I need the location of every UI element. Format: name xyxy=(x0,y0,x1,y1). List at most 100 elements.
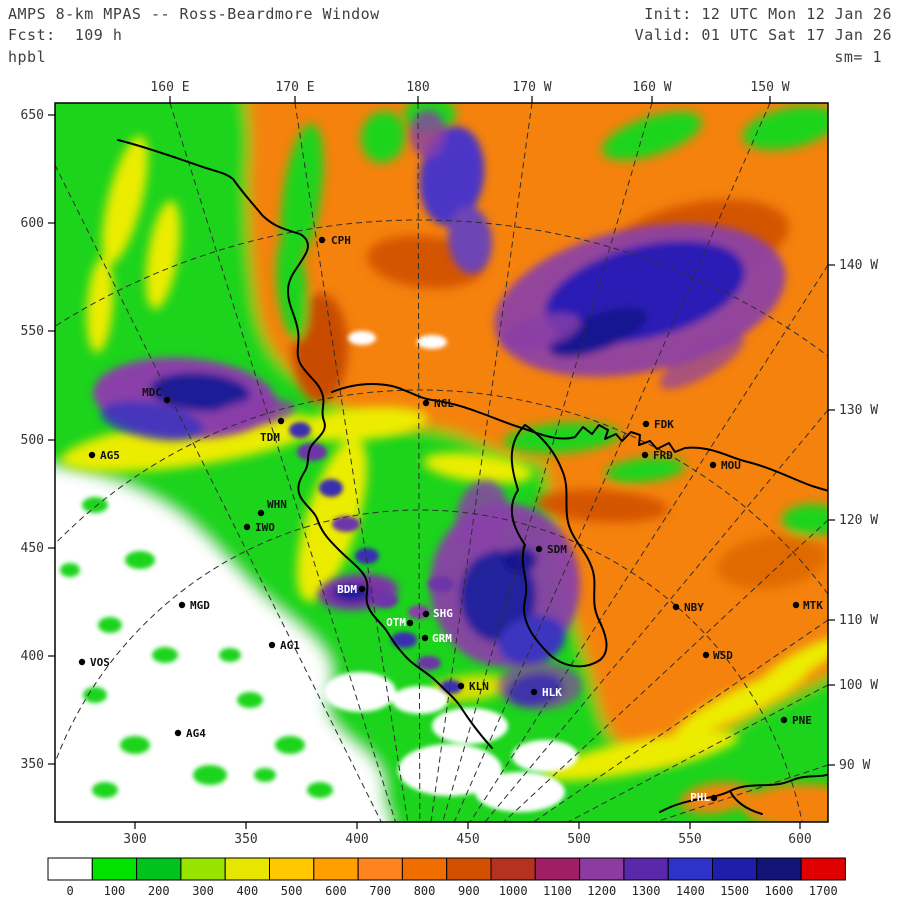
station-ag1: AG1 xyxy=(268,639,300,652)
colorbar-value-label: 800 xyxy=(414,884,436,898)
colorbar-cell xyxy=(579,857,625,881)
station-mdc: MDC xyxy=(142,386,171,404)
colorbar-value-label: 1100 xyxy=(543,884,572,898)
station-pne: PNE xyxy=(780,714,812,727)
station-mgd: MGD xyxy=(178,599,210,612)
colorbar-value-label: 400 xyxy=(237,884,259,898)
station-dot xyxy=(422,399,430,407)
station-bdm: BDM xyxy=(337,583,366,596)
plot-title: AMPS 8-km MPAS -- Ross-Beardmore Window xyxy=(8,5,380,23)
colorbar-value-label: 0 xyxy=(67,884,74,898)
gridpoint-label: 450 xyxy=(21,541,44,556)
longitude-label: 160 E xyxy=(150,80,189,95)
coastline-layer xyxy=(117,139,828,815)
colorbar-value-label: 1400 xyxy=(676,884,705,898)
longitude-label: 100 W xyxy=(839,678,878,693)
gridpoint-label: 600 xyxy=(21,216,44,231)
station-label: MTK xyxy=(803,599,823,612)
station-dot xyxy=(642,420,650,428)
station-label: MGD xyxy=(190,599,210,612)
station-grm: GRM xyxy=(421,632,452,645)
station-dot xyxy=(257,509,265,517)
coastline-shelf-front xyxy=(331,383,523,429)
colorbar-cell xyxy=(534,857,581,881)
station-iwo: IWO xyxy=(243,521,275,534)
longitude-label: 90 W xyxy=(839,758,870,773)
colorbar-cell xyxy=(490,857,536,881)
coastline-victoria-land xyxy=(117,139,493,749)
colorbar-cell xyxy=(712,857,758,881)
station-dot xyxy=(535,545,543,553)
station-ngl: NGL xyxy=(422,397,454,410)
colorbar-value-label: 1500 xyxy=(720,884,749,898)
station-tdm: TDM xyxy=(260,417,285,444)
station-dot xyxy=(78,658,86,666)
station-dot xyxy=(174,729,182,737)
station-label: WHN xyxy=(267,498,287,511)
station-label: VOS xyxy=(90,656,110,669)
station-kln: KLN xyxy=(457,680,489,693)
station-shg: SHG xyxy=(422,607,453,620)
gridpoint-label: 400 xyxy=(345,832,368,847)
colorbar-cell xyxy=(446,857,492,881)
station-label: NGL xyxy=(434,397,454,410)
station-dot xyxy=(178,601,186,609)
station-label: BDM xyxy=(337,583,357,596)
station-cph: CPH xyxy=(318,234,351,247)
valid-time-label: Valid: 01 UTC Sat 17 Jan 26 xyxy=(634,26,892,44)
station-dot xyxy=(318,236,326,244)
station-label: PHL xyxy=(690,791,710,804)
station-label: AG1 xyxy=(280,639,300,652)
station-frd: FRD xyxy=(641,449,673,462)
colorbar-value-label: 700 xyxy=(369,884,391,898)
gridpoint-label: 650 xyxy=(21,108,44,123)
colorbar-cell xyxy=(269,857,315,881)
station-label: GRM xyxy=(432,632,452,645)
station-vos: VOS xyxy=(78,656,110,669)
colorbar-cell xyxy=(91,857,138,881)
coastline-inlet-loop xyxy=(510,424,608,668)
gridpoint-label: 450 xyxy=(456,832,479,847)
station-dot xyxy=(672,603,680,611)
station-label: OTM xyxy=(386,616,406,629)
station-label: HLK xyxy=(542,686,562,699)
longitude-label: 110 W xyxy=(839,613,878,628)
colorbar-value-label: 600 xyxy=(325,884,347,898)
longitude-label: 160 W xyxy=(632,80,671,95)
coastline-bottom-right-spur xyxy=(729,790,763,815)
station-dot xyxy=(530,688,538,696)
station-markers: CPH MDC TDM NGL FDK FRD MOU WHN IWO AG5 SDM BDM MGD O… xyxy=(78,234,823,804)
station-label: TDM xyxy=(260,431,280,444)
station-label: FDK xyxy=(654,418,674,431)
colorbar-value-label: 100 xyxy=(104,884,126,898)
station-label: PNE xyxy=(792,714,812,727)
colorbar-cell xyxy=(756,857,802,881)
colorbar-cell xyxy=(800,857,846,881)
axis-top-longitude-labels: 160 E 170 E 180 170 W 160 W 150 W xyxy=(150,80,790,103)
station-label: MOU xyxy=(721,459,741,472)
station-label: AG5 xyxy=(100,449,120,462)
colorbar-value-label: 1300 xyxy=(632,884,661,898)
gridpoint-label: 500 xyxy=(21,433,44,448)
gridpoint-label: 500 xyxy=(567,832,590,847)
colorbar-value-label: 1000 xyxy=(499,884,528,898)
station-nby: NBY xyxy=(672,601,704,614)
longitude-label: 170 W xyxy=(512,80,551,95)
colorbar-cell xyxy=(667,857,714,881)
station-label: WSD xyxy=(713,649,733,662)
station-label: NBY xyxy=(684,601,704,614)
station-wsd: WSD xyxy=(702,649,733,662)
station-dot xyxy=(268,641,276,649)
station-label: SHG xyxy=(433,607,453,620)
gridpoint-label: 550 xyxy=(678,832,701,847)
colorbar-cell xyxy=(623,857,669,881)
longitude-label: 120 W xyxy=(839,513,878,528)
gridpoint-label: 350 xyxy=(21,757,44,772)
longitude-label: 130 W xyxy=(839,403,878,418)
colorbar-value-label: 1600 xyxy=(764,884,793,898)
station-dot xyxy=(780,716,788,724)
station-dot xyxy=(422,610,430,618)
gridpoint-label: 400 xyxy=(21,649,44,664)
